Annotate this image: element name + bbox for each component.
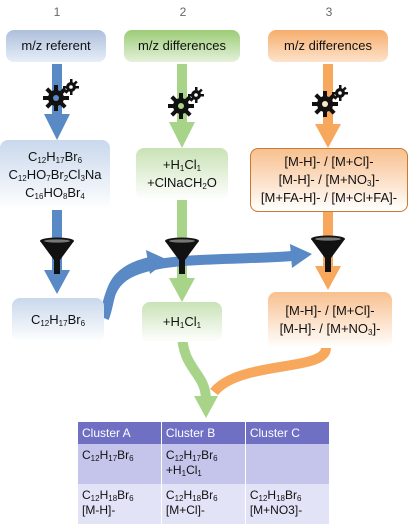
adduct-line: [M-H]- / [M+NO3]-: [278, 172, 380, 188]
funnel-icon: [165, 237, 199, 274]
referent-formula-box: C12H17Br6 C12HO7Br2Cl3Na C16HO8Br4: [0, 140, 110, 210]
arrow-blue-to-col3: [99, 251, 293, 320]
cell-line: [M+NO3]-: [249, 503, 303, 517]
table-header-row: Cluster A Cluster B Cluster C: [78, 422, 331, 444]
adduct-line: [M-H]- / [M+Cl]-: [284, 154, 374, 169]
table-cell: C12H18Br6 [M+Cl]-: [161, 484, 246, 524]
cell-line: C12H18Br6: [165, 488, 218, 503]
filtered-adduct-box: [M-H]- / [M+Cl]- [M-H]- / [M+NO3]-: [268, 292, 392, 348]
formula-line: C12HO7Br2Cl3Na: [8, 167, 102, 183]
table-cell: C12H17Br6 +H1Cl1: [161, 444, 246, 484]
cell-line: C12H17Br6: [82, 448, 134, 463]
filtered-referent-box: C12H17Br6: [12, 298, 104, 342]
formula-line: C16HO8Br4: [25, 185, 85, 201]
formula-line: C12H17Br6: [27, 149, 83, 165]
arrow-col3-top: [315, 64, 341, 148]
step-number-3: 3: [316, 4, 342, 20]
difference-formula-box: +H1Cl1 +ClNaCH2O: [136, 148, 228, 200]
cell-line: +H1Cl1: [165, 463, 202, 478]
header-mz-differences-orange: m/z differences: [268, 30, 388, 62]
gears-icon: [312, 85, 348, 117]
table-row: C12H18Br6 [M-H]- C12H18Br6 [M+Cl]- C12H18B…: [78, 484, 331, 524]
arrow-green-to-table-head: [194, 396, 218, 418]
funnel-icon: [40, 237, 74, 274]
formula-line: +H1Cl1: [162, 314, 202, 330]
step-number-2: 2: [170, 4, 196, 20]
adduct-line: [M-H]- / [M+Cl]-: [285, 303, 375, 318]
adduct-line: [M+FA-H]- / [M+Cl+FA]-: [260, 190, 398, 205]
formula-line: +H1Cl1: [162, 157, 202, 173]
arrow-orange-to-table: [210, 346, 331, 396]
arrow-green-to-table: [177, 331, 211, 401]
cell-line: C12H17Br6: [165, 448, 218, 463]
formula-line: +ClNaCH2O: [147, 175, 217, 191]
step-number-1: 1: [44, 4, 70, 20]
table-cell: C12H17Br6: [78, 444, 162, 484]
formula-line: C12H17Br6: [30, 312, 86, 328]
table-header-cluster-a: Cluster A: [78, 422, 162, 444]
gears-icon: [43, 79, 79, 111]
cell-line: [M-H]-: [82, 503, 116, 517]
table-cell: [245, 444, 331, 484]
funnel-icon: [311, 235, 345, 272]
table-row: C12H17Br6 C12H17Br6 +H1Cl1: [78, 444, 331, 484]
cell-line: C12H18Br6: [82, 488, 134, 503]
arrow-blue-to-col3-head: [290, 244, 312, 268]
adduct-line: [M-H]- / [M+NO3]-: [279, 321, 381, 337]
adduct-pairs-box: [M-H]- / [M+Cl]- [M-H]- / [M+NO3]- [M+FA…: [250, 148, 408, 212]
table-header-cluster-b: Cluster B: [161, 422, 246, 444]
header-mz-referent: m/z referent: [6, 30, 106, 62]
table-cell: C12H18Br6 [M+NO3]-: [245, 484, 331, 524]
cell-line: C12H18Br6: [249, 488, 302, 503]
table-header-cluster-c: Cluster C: [245, 422, 331, 444]
table-cell: C12H18Br6 [M-H]-: [78, 484, 162, 524]
header-mz-differences-green: m/z differences: [124, 30, 240, 62]
filtered-difference-box: +H1Cl1: [142, 302, 222, 342]
cluster-table: Cluster A Cluster B Cluster C C12H17Br6 …: [78, 422, 331, 524]
gears-icon: [168, 87, 204, 119]
cell-line: [M+Cl]-: [165, 503, 205, 517]
